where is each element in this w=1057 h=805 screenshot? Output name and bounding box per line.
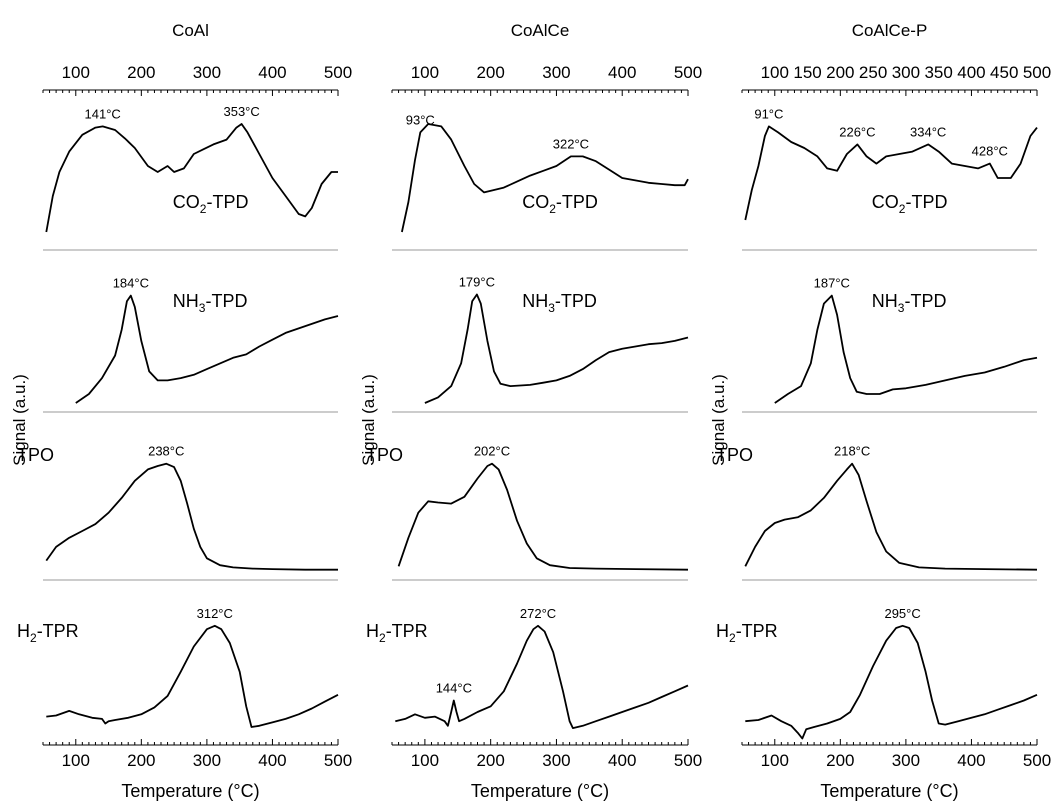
series-line-co2-tpd (45, 123, 338, 233)
series-line-tpo (397, 462, 689, 571)
panel-label: TPO (366, 445, 403, 465)
x-axis-label: Temperature (°C) (820, 781, 958, 801)
peak-annotation: 272°C (520, 606, 556, 621)
peak-annotation: 93°C (406, 112, 435, 127)
top-tick-label: 300 (542, 63, 570, 82)
panel-label: CO2-TPD (173, 192, 249, 216)
bottom-tick-label: 400 (608, 751, 636, 770)
panel-label: NH3-TPD (872, 291, 947, 315)
panel-label: H2-TPR (17, 621, 79, 645)
peak-annotation: 202°C (474, 444, 510, 459)
top-tick-label: 350 (924, 63, 952, 82)
bottom-tick-label: 300 (542, 751, 570, 770)
bottom-tick-label: 500 (1023, 751, 1051, 770)
top-tick-label: 500 (674, 63, 702, 82)
panel-label: CO2-TPD (872, 192, 948, 216)
panel-label: CO2-TPD (522, 192, 598, 216)
bottom-tick-label: 200 (476, 751, 504, 770)
top-tick-label: 100 (411, 63, 439, 82)
panel-label: TPO (17, 445, 54, 465)
top-tick-label: 400 (258, 63, 286, 82)
top-tick-label: 400 (957, 63, 985, 82)
peak-annotation: 226°C (839, 124, 875, 139)
x-axis-label: Temperature (°C) (471, 781, 609, 801)
column-title: CoAlCe (511, 21, 570, 40)
panel-label: NH3-TPD (522, 291, 597, 315)
peak-annotation: 184°C (113, 276, 149, 291)
top-tick-label: 450 (990, 63, 1018, 82)
x-axis-label: Temperature (°C) (121, 781, 259, 801)
top-tick-label: 300 (892, 63, 920, 82)
peak-annotation: 144°C (436, 681, 472, 696)
column-title: CoAlCe-P (852, 21, 928, 40)
panel-label: H2-TPR (716, 621, 778, 645)
y-axis-label: Signal (a.u.) (10, 374, 29, 466)
column-title: CoAl (172, 21, 209, 40)
bottom-tick-label: 500 (674, 751, 702, 770)
series-line-h2-tpr (395, 624, 689, 729)
peak-annotation: 179°C (459, 275, 495, 290)
panel-label: NH3-TPD (173, 291, 248, 315)
bottom-tick-label: 100 (62, 751, 90, 770)
bottom-tick-label: 100 (761, 751, 789, 770)
bottom-tick-label: 200 (127, 751, 155, 770)
series-line-tpo (744, 462, 1038, 571)
series-line-tpo (45, 462, 338, 571)
panel-label: TPO (716, 445, 753, 465)
peak-annotation: 428°C (972, 144, 1008, 159)
top-tick-label: 400 (608, 63, 636, 82)
series-line-h2-tpr (46, 624, 339, 728)
top-tick-label: 500 (1023, 63, 1051, 82)
bottom-tick-label: 500 (324, 751, 352, 770)
bottom-tick-label: 200 (826, 751, 854, 770)
y-axis-label: Signal (a.u.) (709, 374, 728, 466)
peak-annotation: 141°C (85, 106, 121, 121)
bottom-tick-label: 300 (193, 751, 221, 770)
panel-label: H2-TPR (366, 621, 428, 645)
top-tick-label: 250 (859, 63, 887, 82)
peak-annotation: 295°C (884, 606, 920, 621)
top-tick-label: 100 (62, 63, 90, 82)
bottom-tick-label: 400 (258, 751, 286, 770)
peak-annotation: 334°C (910, 124, 946, 139)
top-tick-label: 150 (793, 63, 821, 82)
y-axis-label: Signal (a.u.) (359, 374, 378, 466)
series-line-h2-tpr (745, 624, 1038, 740)
bottom-tick-label: 100 (411, 751, 439, 770)
peak-annotation: 91°C (754, 106, 783, 121)
peak-annotation: 353°C (223, 104, 259, 119)
peak-annotation: 218°C (834, 444, 870, 459)
peak-annotation: 238°C (148, 444, 184, 459)
top-tick-label: 300 (193, 63, 221, 82)
top-tick-label: 200 (826, 63, 854, 82)
series-line-nh3-tpd (75, 294, 339, 404)
peak-annotation: 322°C (553, 136, 589, 151)
top-tick-label: 200 (127, 63, 155, 82)
series-line-nh3-tpd (424, 293, 689, 404)
series-line-co2-tpd (744, 125, 1038, 221)
bottom-tick-label: 300 (892, 751, 920, 770)
top-tick-label: 500 (324, 63, 352, 82)
bottom-tick-label: 400 (957, 751, 985, 770)
peak-annotation: 187°C (814, 276, 850, 291)
top-tick-label: 100 (761, 63, 789, 82)
top-tick-label: 200 (476, 63, 504, 82)
series-line-nh3-tpd (774, 294, 1038, 404)
series-line-co2-tpd (401, 123, 689, 233)
peak-annotation: 312°C (197, 606, 233, 621)
